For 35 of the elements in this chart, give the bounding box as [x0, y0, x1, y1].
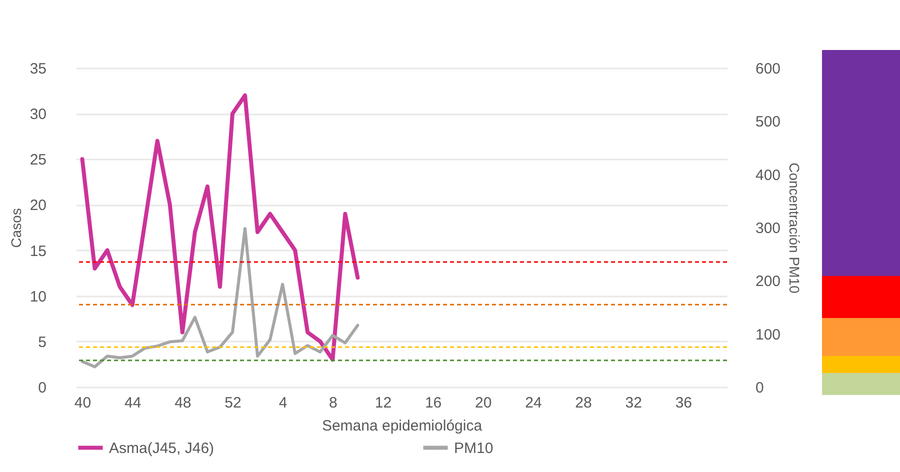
- y2-axis-title: Concentración PM10: [786, 162, 803, 294]
- y2-tick-label: 600: [756, 60, 781, 78]
- y-tick-label: 35: [30, 60, 46, 78]
- line-series: [80, 93, 360, 362]
- x-tick-label: 28: [575, 394, 592, 412]
- y2-tick-label: 500: [756, 114, 781, 131]
- y2-tick-label: 200: [756, 273, 781, 290]
- x-tick-label: 8: [328, 394, 338, 412]
- x-tick-label: 16: [424, 394, 442, 412]
- x-tick-label: 32: [625, 394, 642, 412]
- y-tick-label: 20: [30, 197, 46, 214]
- legend-label: PM10: [454, 440, 494, 457]
- x-axis-title: Semana epidemiológica: [322, 418, 483, 434]
- line-series: [80, 227, 360, 368]
- x-tick-label: 48: [174, 394, 192, 412]
- x-tick-label: 40: [74, 394, 92, 412]
- x-tick-label: 20: [475, 394, 492, 412]
- x-tick-label: 36: [675, 394, 692, 412]
- y2-tick-label: 100: [756, 326, 781, 344]
- y-tick-label: 30: [30, 106, 46, 124]
- y-tick-label: 25: [30, 152, 46, 169]
- y-tick-label: 10: [30, 288, 46, 306]
- x-tick-label: 4: [278, 394, 288, 412]
- y2-tick-label: 400: [756, 166, 781, 184]
- y-axis-title: Casos: [8, 208, 24, 248]
- x-tick-label: 44: [124, 394, 142, 412]
- x-tick-label: 52: [224, 394, 242, 412]
- legend-label: Asma(J45, J46): [109, 440, 214, 457]
- x-tick-label: 12: [374, 394, 392, 412]
- y-tick-label: 15: [30, 242, 46, 260]
- y-tick-label: 0: [38, 380, 46, 396]
- y-tick-label: 5: [38, 334, 46, 351]
- y2-tick-label: 0: [756, 380, 764, 396]
- y2-tick-label: 300: [756, 220, 781, 237]
- x-tick-label: 24: [525, 394, 542, 412]
